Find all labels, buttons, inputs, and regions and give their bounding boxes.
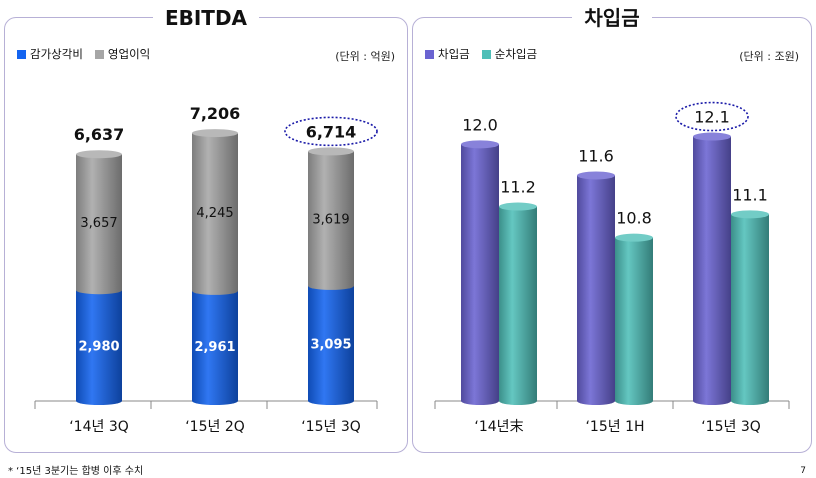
ebitda-bar-감가상각비-1-base bbox=[192, 397, 238, 405]
ebitda-legend: 감가상각비 영업이익 bbox=[17, 46, 162, 62]
borrowings-title: 차입금 bbox=[572, 6, 652, 30]
borrowings-bar-차입금-2 bbox=[693, 136, 731, 402]
borrowings-panel: 차입금 차입금 순차입금 (단위 : 조원) ‘14년末 ‘15년 1H ‘15년 … bbox=[412, 6, 812, 453]
borrowings-bar-차입금-0-base bbox=[461, 397, 499, 405]
ebitda-bar-감가상각비-0-base bbox=[76, 397, 122, 405]
ebitda-bar-감가상각비-2 bbox=[308, 285, 354, 401]
borrowings-bar-차입금-1-base bbox=[577, 397, 615, 405]
borrowings-unit: (단위 : 조원) bbox=[739, 50, 799, 63]
borrowings-data-label-0-2: 12.1 bbox=[694, 108, 730, 127]
borrowings-data-label-0-0: 12.0 bbox=[462, 115, 498, 134]
ebitda-total-label-0: 6,637 bbox=[74, 125, 125, 144]
ebitda-data-label-0-2: 3,095 bbox=[310, 337, 351, 352]
borrowings-data-label-1-2: 11.1 bbox=[732, 185, 768, 204]
borrowings-bar-차입금-2-top bbox=[693, 132, 731, 141]
borrowings-bar-차입금-1 bbox=[577, 175, 615, 401]
borrowings-data-label-0-1: 11.6 bbox=[578, 146, 614, 165]
ebitda-bar-영업이익-2-top bbox=[308, 147, 354, 156]
ebitda-bar-감가상각비-1 bbox=[192, 290, 238, 401]
ebitda-bar-영업이익-0 bbox=[76, 154, 122, 291]
ebitda-total-label-1: 7,206 bbox=[190, 104, 241, 123]
borrowings-bar-차입금-2-base bbox=[693, 397, 731, 405]
ebitda-data-label-0-1: 2,961 bbox=[194, 340, 235, 355]
borrowings-bar-순차입금-0-top bbox=[499, 202, 537, 211]
borrowings-bar-순차입금-1 bbox=[615, 237, 653, 401]
ebitda-chart: ‘14년 3Q ‘15년 2Q ‘15년 3Q 2,980 3,657 6,637 2,96… bbox=[34, 104, 378, 435]
borrowings-data-label-1-1: 10.8 bbox=[616, 209, 652, 228]
borrowings-bar-순차입금-0 bbox=[499, 206, 537, 401]
borrowings-bar-순차입금-1-base bbox=[615, 397, 653, 405]
page-number: 7 bbox=[800, 466, 806, 476]
ebitda-bar-영업이익-1-base bbox=[192, 286, 238, 295]
borrowings-legend: 차입금 순차입금 bbox=[425, 46, 549, 62]
borrowings-category-label-0: ‘14년末 bbox=[474, 419, 523, 435]
borrowings-bar-순차입금-2 bbox=[731, 214, 769, 401]
borrowings-category-label-2: ‘15년 3Q bbox=[701, 419, 761, 435]
borrowings-bar-순차입금-1-top bbox=[615, 233, 653, 242]
ebitda-category-label-0: ‘14년 3Q bbox=[69, 419, 129, 435]
legend-swatch-depreciation bbox=[17, 49, 26, 59]
ebitda-bar-감가상각비-2-base bbox=[308, 397, 354, 405]
ebitda-total-label-2: 6,714 bbox=[306, 122, 357, 141]
legend-label-net-borrowings: 순차입금 bbox=[494, 47, 538, 61]
borrowings-bar-순차입금-2-base bbox=[731, 397, 769, 405]
borrowings-category-label-1: ‘15년 1H bbox=[585, 419, 644, 435]
ebitda-highlight-oval bbox=[284, 116, 378, 147]
borrowings-bar-차입금-0 bbox=[461, 144, 499, 401]
borrowings-bar-차입금-1-top bbox=[577, 171, 615, 180]
legend-swatch-operating-profit bbox=[94, 49, 104, 59]
ebitda-bar-영업이익-1 bbox=[192, 133, 238, 291]
ebitda-category-label-2: ‘15년 3Q bbox=[301, 419, 361, 435]
ebitda-bar-영업이익-0-base bbox=[76, 286, 122, 295]
ebitda-bar-영업이익-2-base bbox=[308, 281, 354, 290]
borrowings-chart: ‘14년末 ‘15년 1H ‘15년 3Q 12.0 11.2 11.6 10.8 12.1 1… bbox=[434, 101, 790, 435]
ebitda-data-label-1-2: 3,619 bbox=[312, 213, 349, 228]
ebitda-data-label-0-0: 2,980 bbox=[78, 340, 119, 355]
ebitda-bar-감가상각비-0 bbox=[76, 290, 122, 401]
borrowings-highlight-oval bbox=[675, 101, 749, 132]
ebitda-category-label-1: ‘15년 2Q bbox=[185, 419, 245, 435]
borrowings-data-label-1-0: 11.2 bbox=[500, 178, 536, 197]
legend-swatch-net-borrowings bbox=[481, 49, 491, 59]
legend-label-borrowings: 차입금 bbox=[438, 47, 470, 61]
ebitda-bar-영업이익-1-top bbox=[192, 129, 238, 138]
ebitda-unit: (단위 : 억원) bbox=[335, 50, 395, 63]
legend-swatch-borrowings bbox=[425, 49, 434, 59]
ebitda-panel: EBITDA 감가상각비 영업이익 (단위 : 억원) ‘14년 3Q ‘15년 … bbox=[4, 6, 408, 453]
ebitda-bar-영업이익-0-top bbox=[76, 150, 122, 159]
ebitda-title: EBITDA bbox=[152, 6, 260, 30]
borrowings-bar-차입금-0-top bbox=[461, 140, 499, 149]
ebitda-bar-영업이익-2 bbox=[308, 151, 354, 286]
ebitda-data-label-1-0: 3,657 bbox=[80, 216, 117, 231]
borrowings-bar-순차입금-2-top bbox=[731, 210, 769, 219]
footnote: * ‘15년 3분기는 합병 이후 수치 bbox=[8, 466, 144, 477]
legend-label-operating-profit: 영업이익 bbox=[107, 47, 151, 61]
borrowings-bar-순차입금-0-base bbox=[499, 397, 537, 405]
ebitda-data-label-1-1: 4,245 bbox=[196, 206, 233, 221]
legend-label-depreciation: 감가상각비 bbox=[30, 47, 83, 61]
